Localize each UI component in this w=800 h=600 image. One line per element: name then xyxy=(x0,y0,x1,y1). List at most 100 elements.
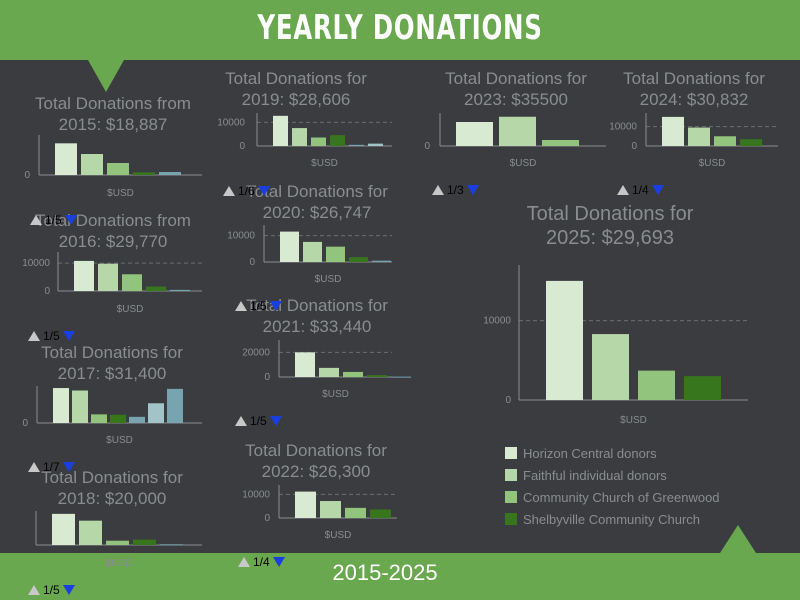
bar xyxy=(133,539,156,545)
bar xyxy=(280,231,299,262)
footer-band xyxy=(0,553,800,600)
chart-4: Total Donations for 2019: $28,606 0 10000 $U… xyxy=(217,69,392,169)
chart-title-line1: Total Donations for xyxy=(41,468,183,487)
y-tick-label: 10000 xyxy=(483,316,511,327)
pager-down-icon[interactable] xyxy=(651,185,664,195)
chart-title-line2: 2025: $29,693 xyxy=(546,227,674,249)
chart-7: Total Donations for 2022: $26,300 0 10000 $U… xyxy=(242,441,397,541)
bar xyxy=(106,540,129,545)
bar xyxy=(81,154,103,175)
bar xyxy=(129,416,145,423)
pager-up-icon[interactable] xyxy=(235,301,247,311)
y-tick-label: 20000 xyxy=(242,347,270,358)
y-tick-label: 0 xyxy=(424,141,430,152)
pager-down-icon[interactable] xyxy=(64,215,77,225)
pager-2021[interactable]: 1/5 xyxy=(235,413,282,429)
pager-down-icon[interactable] xyxy=(269,416,282,426)
chart-2: Total Donations for 2017: $31,400 0 $USD xyxy=(22,343,202,446)
pager-up-icon[interactable] xyxy=(432,185,444,195)
chart-title-line2: 2016: $29,770 xyxy=(59,232,168,251)
pager-up-icon[interactable] xyxy=(30,215,42,225)
chart-8: Total Donations for 2023: $35500 0 $USD xyxy=(424,69,606,169)
pager-down-icon[interactable] xyxy=(62,331,75,341)
y-tick-label: 10000 xyxy=(609,122,637,133)
bar xyxy=(295,491,316,518)
bar xyxy=(499,116,536,146)
bar xyxy=(345,507,366,518)
pager-up-icon[interactable] xyxy=(238,557,250,567)
bar xyxy=(72,390,88,423)
bar xyxy=(326,246,345,262)
legend-swatch xyxy=(505,447,517,459)
pager-2018[interactable]: 1/5 xyxy=(28,582,75,598)
pager-2024[interactable]: 1/4 xyxy=(617,182,664,198)
x-axis-label: $USD xyxy=(106,435,133,446)
pager-2023[interactable]: 1/3 xyxy=(432,182,479,198)
bar xyxy=(320,501,341,518)
pager-up-icon[interactable] xyxy=(28,462,40,472)
pager-2022[interactable]: 1/4 xyxy=(238,554,285,570)
bar xyxy=(146,286,166,291)
bar xyxy=(53,388,69,423)
pager-2015[interactable]: 1/5 xyxy=(30,212,77,228)
bar xyxy=(330,135,345,146)
y-tick-label: 0 xyxy=(505,395,511,406)
bar xyxy=(91,414,107,423)
chart-title-line1: Total Donations for xyxy=(527,203,694,225)
bar xyxy=(714,136,736,146)
bar xyxy=(167,388,183,423)
x-axis-label: $USD xyxy=(117,304,144,315)
pager-up-icon[interactable] xyxy=(28,331,40,341)
y-tick-label: 0 xyxy=(44,286,50,297)
legend-label: Shelbyville Community Church xyxy=(523,512,700,527)
bar xyxy=(592,334,629,400)
legend-swatch xyxy=(505,491,517,503)
pager-down-icon[interactable] xyxy=(62,585,75,595)
pager-up-icon[interactable] xyxy=(235,416,247,426)
y-tick-label: 10000 xyxy=(242,489,270,500)
bar xyxy=(349,144,364,146)
bar xyxy=(684,376,721,400)
bar xyxy=(295,352,315,377)
bar xyxy=(52,513,75,545)
bar xyxy=(542,140,579,146)
bar xyxy=(79,520,102,545)
pager-2020[interactable]: 1/5 xyxy=(235,298,282,314)
bar xyxy=(456,122,493,146)
chart-title-line2: 2018: $20,000 xyxy=(58,489,167,508)
x-axis-label: $USD xyxy=(322,389,349,400)
bar xyxy=(367,375,387,377)
x-axis-label: $USD xyxy=(620,415,647,426)
bar xyxy=(133,172,155,175)
chart-title-line1: Total Donations for xyxy=(623,69,765,88)
pager-up-icon[interactable] xyxy=(223,186,235,196)
bar xyxy=(159,172,181,175)
chart-title-line2: 2023: $35500 xyxy=(464,90,568,109)
pager-up-icon[interactable] xyxy=(28,585,40,595)
pager-down-icon[interactable] xyxy=(272,557,285,567)
chart-5: Total Donations for 2020: $26,747 0 10000 $U… xyxy=(227,182,392,285)
chart-title-line2: 2020: $26,747 xyxy=(263,203,372,222)
chart-title-line1: Total Donations for xyxy=(41,343,183,362)
chart-title-line2: 2017: $31,400 xyxy=(58,364,167,383)
bar xyxy=(74,260,94,291)
pager-down-icon[interactable] xyxy=(269,301,282,311)
x-axis-label: $USD xyxy=(106,558,133,569)
pager-up-icon[interactable] xyxy=(617,185,629,195)
y-tick-label: 0 xyxy=(239,141,245,152)
pager-down-icon[interactable] xyxy=(466,185,479,195)
chart-title-line2: 2019: $28,606 xyxy=(242,90,351,109)
pager-2017[interactable]: 1/7 xyxy=(28,459,75,475)
pager-down-icon[interactable] xyxy=(62,462,75,472)
x-axis-label: $USD xyxy=(699,158,726,169)
page-title: YEARLY DONATIONS xyxy=(257,8,543,48)
chart-9: Total Donations for 2024: $30,832 0 10000 $U… xyxy=(609,69,778,169)
bar xyxy=(370,509,391,518)
pager-2019[interactable]: 1/6 xyxy=(223,183,270,199)
pager-2016[interactable]: 1/5 xyxy=(28,328,75,344)
pager-down-icon[interactable] xyxy=(257,186,270,196)
legend-label: Horizon Central donors xyxy=(523,446,657,461)
chart-title-line1: Total Donations for xyxy=(245,441,387,460)
bar xyxy=(170,289,190,291)
